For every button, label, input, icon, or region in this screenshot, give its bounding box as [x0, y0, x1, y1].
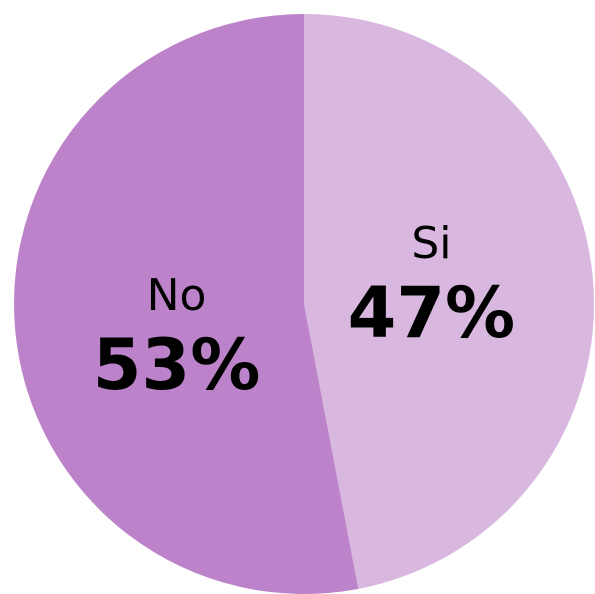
pie-slice [304, 14, 595, 589]
slice-name: Si [411, 218, 451, 269]
pie-slice [14, 14, 359, 594]
slice-value-label: 53% [93, 324, 261, 406]
slice-value-label: 47% [348, 272, 516, 354]
slice-name: No [147, 270, 207, 321]
